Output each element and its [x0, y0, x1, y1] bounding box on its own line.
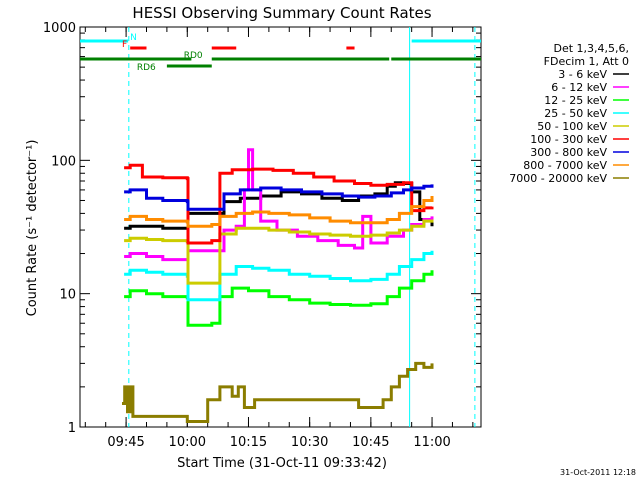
legend-label: 800 - 7000 keV — [523, 159, 607, 172]
flag-label-n: N — [130, 33, 137, 43]
x-tick-label: 10:30 — [291, 435, 328, 450]
y-tick-label: 1 — [68, 421, 76, 436]
legend: Det 1,3,4,5,6,FDecim 1, Att 03 - 6 keV6 … — [509, 42, 629, 185]
legend-label: 12 - 25 keV — [544, 94, 607, 107]
legend-header: Det 1,3,4,5,6, — [553, 42, 629, 55]
legend-header: FDecim 1, Att 0 — [544, 55, 629, 68]
flag-label-rd0: RD0 — [184, 51, 203, 61]
x-tick-label: 10:00 — [169, 435, 206, 450]
x-tick-label: 10:15 — [230, 435, 267, 450]
y-tick-label: 1000 — [43, 21, 76, 36]
footer-timestamp: 31-Oct-2011 12:18 — [560, 468, 636, 477]
chart-title: HESSI Observing Summary Count Rates — [132, 4, 431, 22]
legend-label: 6 - 12 keV — [551, 81, 607, 94]
series-line-6 — [124, 184, 434, 211]
legend-label: 100 - 300 keV — [530, 133, 607, 146]
flag-label-rd6: RD6 — [137, 63, 156, 73]
x-tick-label: 10:45 — [352, 435, 389, 450]
x-axis-label: Start Time (31-Oct-11 09:33:42) — [177, 456, 387, 471]
legend-label: 7000 - 20000 keV — [509, 172, 607, 185]
y-axis-label: Count Rate (s⁻¹ detector⁻¹) — [25, 140, 40, 317]
legend-label: 300 - 800 keV — [530, 146, 607, 159]
legend-label: 50 - 100 keV — [537, 120, 607, 133]
series-layer — [122, 148, 434, 423]
series-line-3 — [124, 250, 434, 302]
y-tick-label: 100 — [51, 154, 76, 169]
plot-frame — [79, 26, 482, 428]
series-line-7 — [124, 196, 434, 228]
series-line-8 — [122, 361, 434, 423]
flag-bars: NF RD0 RD6 — [80, 33, 481, 73]
series-line-5 — [124, 163, 434, 245]
series-line-2 — [124, 270, 434, 327]
y-tick-label: 10 — [59, 288, 76, 303]
legend-label: 3 - 6 keV — [558, 68, 607, 81]
x-tick-label: 11:00 — [413, 435, 450, 450]
series-line-4 — [124, 219, 434, 285]
x-tick-label: 09:45 — [107, 435, 144, 450]
axes: 1 10 100 1000 09:45 10:00 10:15 10:30 10:45 11:00 — [43, 21, 481, 450]
flag-label-f: F — [122, 40, 127, 50]
y-axis-label-text: Count Rate (s⁻¹ detector⁻¹) — [25, 140, 40, 317]
legend-label: 25 - 50 keV — [544, 107, 607, 120]
